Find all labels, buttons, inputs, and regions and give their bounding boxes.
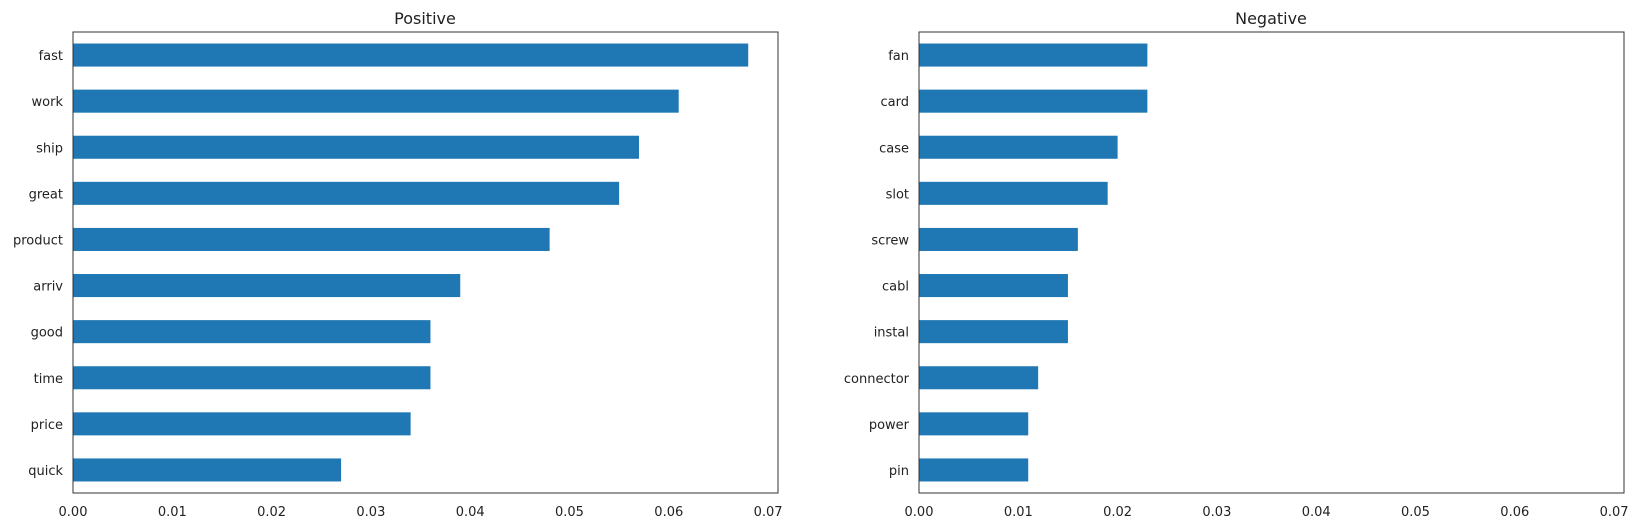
negative-bar-pin <box>919 458 1029 482</box>
positive-xtick-label: 0.06 <box>654 505 683 520</box>
negative-xtick-label: 0.06 <box>1500 505 1529 520</box>
negative-ytick-label: power <box>869 418 910 433</box>
positive-xtick-label: 0.00 <box>59 505 88 520</box>
negative-ytick-label: fan <box>888 49 909 64</box>
positive-ytick-label: quick <box>28 464 63 479</box>
negative-bar-power <box>919 412 1029 436</box>
negative-ytick-label: slot <box>886 187 909 202</box>
negative-ytick-label: instal <box>874 326 909 341</box>
negative-xtick-label: 0.01 <box>1004 505 1033 520</box>
positive-bar-quick <box>73 458 342 482</box>
positive-ytick-label: work <box>32 95 64 110</box>
positive-ytick-label: time <box>34 372 63 387</box>
positive-ytick-label: price <box>31 418 63 433</box>
positive-bar-good <box>73 320 431 344</box>
negative-xtick-label: 0.02 <box>1103 505 1132 520</box>
negative-bar-fan <box>919 43 1148 67</box>
positive-ytick-label: arriv <box>33 280 63 295</box>
negative-bar-instal <box>919 320 1068 344</box>
positive-xtick-label: 0.03 <box>356 505 385 520</box>
positive-bar-ship <box>73 135 639 159</box>
positive-xtick-label: 0.07 <box>754 505 783 520</box>
negative-ytick-label: case <box>879 141 909 156</box>
negative-bar-screw <box>919 227 1078 251</box>
positive-bar-product <box>73 227 550 251</box>
positive-bar-time <box>73 366 431 390</box>
positive-ytick-label: product <box>13 233 63 248</box>
positive-ytick-label: good <box>31 326 63 341</box>
positive-plot-frame <box>72 31 779 494</box>
positive-chart-title: Positive <box>394 9 456 28</box>
positive-ytick-label: great <box>29 187 63 202</box>
negative-xtick-label: 0.05 <box>1401 505 1430 520</box>
positive-xtick-label: 0.05 <box>555 505 584 520</box>
negative-xtick-label: 0.07 <box>1600 505 1629 520</box>
negative-ytick-label: card <box>881 95 909 110</box>
negative-bar-case <box>919 135 1118 159</box>
positive-bar-work <box>73 89 679 113</box>
positive-bar-fast <box>73 43 749 67</box>
negative-ytick-label: cabl <box>882 280 909 295</box>
negative-bar-card <box>919 89 1148 113</box>
positive-bar-price <box>73 412 411 436</box>
positive-xtick-label: 0.04 <box>456 505 485 520</box>
negative-xtick-label: 0.03 <box>1202 505 1231 520</box>
negative-ytick-label: screw <box>871 233 909 248</box>
negative-bar-connector <box>919 366 1039 390</box>
negative-chart-title: Negative <box>1235 9 1307 28</box>
positive-xtick-label: 0.02 <box>257 505 286 520</box>
negative-xtick-label: 0.00 <box>905 505 934 520</box>
negative-ytick-label: pin <box>889 464 909 479</box>
negative-chart-panel: Negative fan card case slot screw cabl instal c… <box>844 9 1629 520</box>
negative-ytick-label: connector <box>844 372 910 387</box>
positive-bar-great <box>73 181 620 205</box>
positive-chart-panel: Positive fast work ship great product arriv go… <box>13 9 783 520</box>
positive-ytick-label: fast <box>39 49 63 64</box>
positive-bar-arriv <box>73 274 461 298</box>
negative-xtick-label: 0.04 <box>1302 505 1331 520</box>
positive-xtick-label: 0.01 <box>158 505 187 520</box>
negative-plot-frame <box>918 31 1625 494</box>
negative-bar-slot <box>919 181 1108 205</box>
positive-ytick-label: ship <box>36 141 63 156</box>
negative-bar-cabl <box>919 274 1068 298</box>
